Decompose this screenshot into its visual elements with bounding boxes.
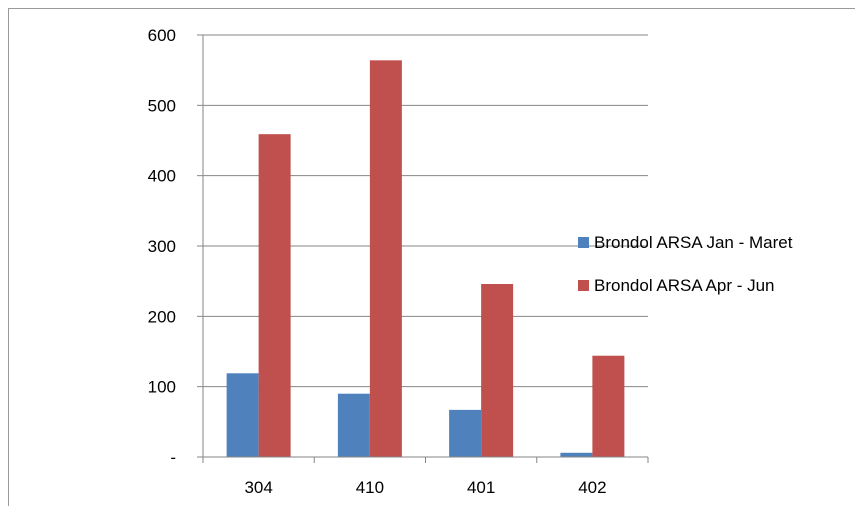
- bar: [449, 409, 482, 457]
- x-tick-label: 410: [356, 478, 384, 497]
- tick-labels: - 100 200 300 400 500 600 304 410 401 402: [148, 26, 607, 497]
- bar: [226, 373, 259, 457]
- x-tick-label: 304: [244, 478, 272, 497]
- bar: [481, 283, 514, 457]
- legend-label: Brondol ARSA Apr - Jun: [594, 276, 775, 295]
- bar: [560, 452, 593, 457]
- bar: [258, 134, 291, 458]
- legend-swatch: [578, 237, 589, 248]
- y-tick-label: 300: [148, 237, 176, 256]
- y-tick-label: -: [170, 448, 176, 467]
- x-tick-label: 402: [578, 478, 606, 497]
- y-tick-label: 500: [148, 96, 176, 115]
- y-tick-label: 400: [148, 167, 176, 186]
- bar: [369, 60, 402, 457]
- bars: [226, 60, 625, 458]
- legend-label: Brondol ARSA Jan - Maret: [594, 233, 793, 252]
- legend: Brondol ARSA Jan - Maret Brondol ARSA Apr…: [578, 233, 793, 295]
- chart-frame: [8, 8, 855, 506]
- y-tick-label: 600: [148, 26, 176, 45]
- bar: [592, 355, 625, 457]
- y-tick-label: 200: [148, 307, 176, 326]
- x-tick-label: 401: [467, 478, 495, 497]
- legend-swatch: [578, 280, 589, 291]
- bar: [337, 393, 370, 457]
- y-tick-label: 100: [148, 378, 176, 397]
- axes: [197, 34, 649, 463]
